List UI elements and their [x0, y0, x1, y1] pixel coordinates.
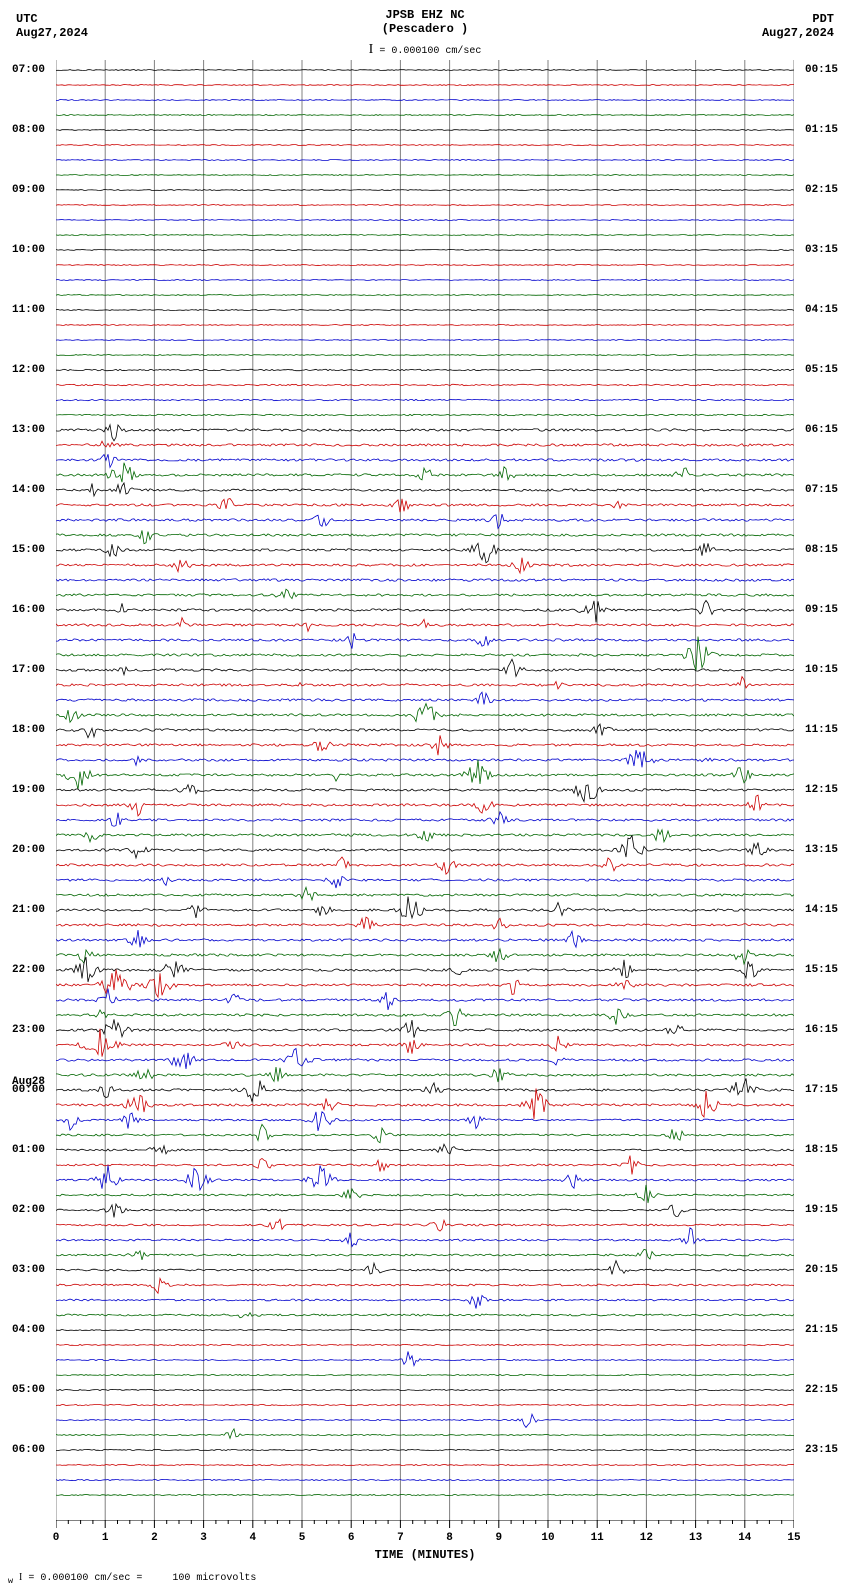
pdt-time-label: 16:15 — [805, 1024, 838, 1036]
pdt-time-label: 04:15 — [805, 304, 838, 316]
x-tick-label: 15 — [787, 1532, 800, 1544]
footer-text2: 100 microvolts — [172, 1573, 256, 1584]
utc-time-label: 13:00 — [12, 424, 45, 436]
pdt-time-label: 22:15 — [805, 1384, 838, 1396]
x-tick-label: 8 — [446, 1532, 453, 1544]
x-tick-label: 3 — [200, 1532, 207, 1544]
x-tick-label: 2 — [151, 1532, 158, 1544]
x-tick-label: 12 — [640, 1532, 653, 1544]
time-axis: TIME (MINUTES) 0123456789101112131415 — [56, 1520, 794, 1566]
utc-time-label: 21:00 — [12, 904, 45, 916]
plot-svg — [56, 60, 794, 1520]
pdt-time-label: 13:15 — [805, 844, 838, 856]
utc-time-label: 19:00 — [12, 784, 45, 796]
x-tick-label: 14 — [738, 1532, 751, 1544]
x-tick-label: 6 — [348, 1532, 355, 1544]
pdt-time-label: 08:15 — [805, 544, 838, 556]
pdt-time-label: 07:15 — [805, 484, 838, 496]
footer-text1: = 0.000100 cm/sec = — [28, 1573, 142, 1584]
utc-time-label: 11:00 — [12, 304, 45, 316]
pdt-label: PDT — [762, 12, 834, 26]
utc-time-label: 12:00 — [12, 364, 45, 376]
footer-scale-bar-icon: I — [19, 1572, 22, 1583]
pdt-time-label: 09:15 — [805, 604, 838, 616]
scale-indicator: I = 0.000100 cm/sec — [369, 42, 482, 58]
x-tick-label: 7 — [397, 1532, 404, 1544]
utc-time-label: 22:00 — [12, 964, 45, 976]
pdt-time-label: 00:15 — [805, 64, 838, 76]
utc-time-label: 07:00 — [12, 64, 45, 76]
x-tick-label: 1 — [102, 1532, 109, 1544]
utc-time-label: 09:00 — [12, 184, 45, 196]
utc-time-label: 20:00 — [12, 844, 45, 856]
header-center: JPSB EHZ NC (Pescadero ) — [382, 8, 468, 36]
pdt-time-label: 11:15 — [805, 724, 838, 736]
utc-time-label: 06:00 — [12, 1444, 45, 1456]
utc-time-label: 16:00 — [12, 604, 45, 616]
pdt-time-label: 18:15 — [805, 1144, 838, 1156]
seismogram-plot: 07:0008:0009:0010:0011:0012:0013:0014:00… — [56, 60, 794, 1520]
utc-time-label: 03:00 — [12, 1264, 45, 1276]
pdt-date: Aug27,2024 — [762, 26, 834, 40]
utc-time-label: 15:00 — [12, 544, 45, 556]
axis-title: TIME (MINUTES) — [375, 1548, 476, 1562]
pdt-time-label: 19:15 — [805, 1204, 838, 1216]
utc-date: Aug27,2024 — [16, 26, 88, 40]
footer-sub-icon: w — [8, 1576, 13, 1586]
pdt-time-label: 20:15 — [805, 1264, 838, 1276]
scale-bar-icon: I — [369, 42, 374, 57]
pdt-time-label: 02:15 — [805, 184, 838, 196]
header-pdt: PDT Aug27,2024 — [762, 12, 834, 40]
utc-time-label: 01:00 — [12, 1144, 45, 1156]
pdt-time-label: 05:15 — [805, 364, 838, 376]
seismogram-container: UTC Aug27,2024 JPSB EHZ NC (Pescadero ) … — [0, 0, 850, 1594]
x-tick-label: 11 — [591, 1532, 604, 1544]
station-code: JPSB EHZ NC — [382, 8, 468, 22]
pdt-time-label: 01:15 — [805, 124, 838, 136]
utc-time-label: 18:00 — [12, 724, 45, 736]
pdt-time-label: 15:15 — [805, 964, 838, 976]
utc-date-change-label: Aug28 — [12, 1076, 45, 1088]
x-tick-label: 10 — [541, 1532, 554, 1544]
x-tick-label: 9 — [495, 1532, 502, 1544]
header-utc: UTC Aug27,2024 — [16, 12, 88, 40]
pdt-time-label: 12:15 — [805, 784, 838, 796]
utc-label: UTC — [16, 12, 88, 26]
x-tick-label: 0 — [53, 1532, 60, 1544]
utc-time-label: 14:00 — [12, 484, 45, 496]
utc-time-label: 08:00 — [12, 124, 45, 136]
utc-time-label: 10:00 — [12, 244, 45, 256]
pdt-time-label: 23:15 — [805, 1444, 838, 1456]
station-location: (Pescadero ) — [382, 22, 468, 36]
pdt-time-label: 06:15 — [805, 424, 838, 436]
header: UTC Aug27,2024 JPSB EHZ NC (Pescadero ) … — [0, 0, 850, 60]
utc-time-label: 05:00 — [12, 1384, 45, 1396]
x-tick-label: 4 — [249, 1532, 256, 1544]
pdt-time-label: 21:15 — [805, 1324, 838, 1336]
x-tick-label: 5 — [299, 1532, 306, 1544]
pdt-time-label: 03:15 — [805, 244, 838, 256]
utc-time-label: 02:00 — [12, 1204, 45, 1216]
utc-time-label: 17:00 — [12, 664, 45, 676]
utc-time-label: 23:00 — [12, 1024, 45, 1036]
scale-text: = 0.000100 cm/sec — [379, 46, 481, 57]
pdt-time-label: 17:15 — [805, 1084, 838, 1096]
axis-svg — [56, 1520, 794, 1536]
pdt-time-label: 14:15 — [805, 904, 838, 916]
footer: w I = 0.000100 cm/sec = 100 microvolts — [0, 1566, 850, 1594]
pdt-time-label: 10:15 — [805, 664, 838, 676]
x-tick-label: 13 — [689, 1532, 702, 1544]
utc-time-label: 04:00 — [12, 1324, 45, 1336]
